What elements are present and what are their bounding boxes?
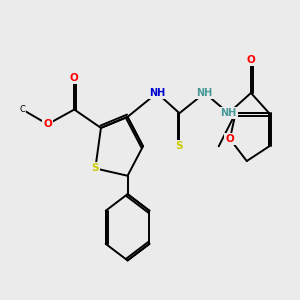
Text: O: O bbox=[226, 134, 234, 144]
Text: methyl: methyl bbox=[19, 109, 23, 110]
Text: S: S bbox=[92, 164, 99, 173]
Text: O: O bbox=[70, 73, 79, 83]
Text: O: O bbox=[247, 55, 255, 65]
Text: NH: NH bbox=[196, 88, 213, 98]
Text: C: C bbox=[20, 105, 25, 114]
Text: NH: NH bbox=[220, 108, 237, 118]
Text: O: O bbox=[43, 119, 52, 129]
Text: S: S bbox=[176, 141, 183, 151]
Text: NH: NH bbox=[149, 88, 165, 98]
